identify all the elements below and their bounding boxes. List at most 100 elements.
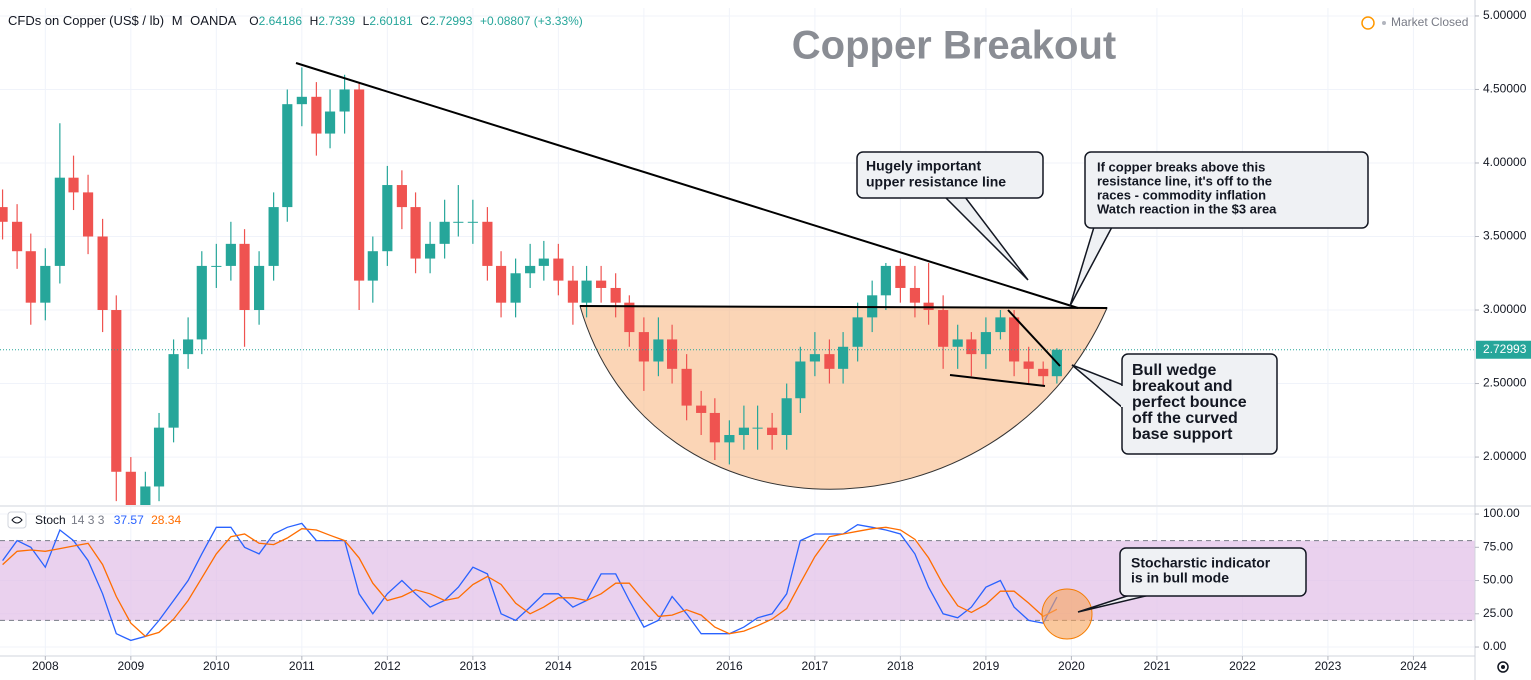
indicator-toggle[interactable] [7,511,27,529]
ohlc-value: 2.72993 [429,14,473,28]
candle-body [909,287,921,303]
candle-body [952,339,963,347]
pane [0,67,1475,505]
candle-body [296,96,307,105]
candle-body [196,265,207,340]
candle-body [168,354,179,428]
indicator-params: 14 3 3 [71,513,105,527]
x-tick-label: 2020 [1058,659,1085,673]
ohlc-value: 2.7339 [318,14,355,28]
callout-box [856,151,1044,199]
indicator-name: Stoch [35,513,66,527]
candle-body [410,207,421,259]
candle-body [809,354,820,362]
candle-body [125,471,136,505]
callout-text: If copper breaks above this [1097,159,1265,174]
ohlc-key: H [310,14,319,28]
candle-body [153,427,165,487]
callout-text: perfect bounce [1132,394,1247,411]
x-tick-label: 2013 [460,659,487,673]
candle-body [838,346,849,369]
candle-body [696,405,707,413]
callout-joint [1121,386,1124,407]
chart-title: Copper Breakout [792,24,1117,68]
candle-body [666,339,678,369]
x-tick-label: 2014 [545,659,572,673]
callout-joint [944,194,966,197]
candle-body [183,339,194,355]
callout: If copper breaks above this resistance l… [1069,151,1369,307]
candle-body [681,368,692,406]
header: CFDs on Copper (US$ / lb) M OANDA O2.641… [8,13,583,28]
candle-body [354,89,365,281]
y-tick-label: 3.00000 [1483,302,1527,316]
candle-body [453,221,464,223]
candle-body [324,111,336,134]
y-tick-label: 25.00 [1483,606,1513,620]
candle-body [638,332,649,362]
candle-body [482,221,493,266]
last-price-label: 2.72993 [1483,342,1527,356]
candle-body [724,435,735,443]
eye-icon [11,516,23,524]
candle-body [382,185,393,252]
candle-body [25,251,36,303]
market-status-icon [1361,16,1375,30]
candle-body [938,310,949,347]
candle-body [581,280,592,303]
candle-body [1009,317,1020,362]
candle-body [767,427,778,436]
y-tick-label: 100.00 [1483,506,1520,520]
candle-body [12,221,23,252]
callout: Hugely important upper resistance line [856,151,1044,281]
status-dot [1382,21,1386,25]
stoch-legend: Stoch 14 3 3 37.57 28.34 [35,513,181,527]
ohlc-key: O [249,14,258,28]
wedge-lower [949,374,1046,387]
candle-body [282,104,293,208]
candle-body [852,317,863,347]
y-tick-label: 4.50000 [1483,82,1527,96]
y-tick-label: 4.00000 [1483,155,1527,169]
settings-gear[interactable] [1497,661,1509,673]
x-tick-label: 2011 [289,659,315,673]
callout-text: resistance line, it's off to the [1097,173,1272,188]
y-tick-label: 3.50000 [1483,229,1527,243]
candle-body [966,339,977,355]
ohlc-value: 2.64186 [259,14,303,28]
stoch-highlight [1041,588,1093,640]
callout-joint [1129,592,1151,595]
callout-text: Hugely important [866,158,981,174]
x-tick-label: 2022 [1229,659,1256,673]
callout-joint [1093,224,1113,227]
pane [2,522,1058,642]
candle-body [995,317,1006,333]
candle-body [268,207,279,266]
x-tick-label: 2016 [716,659,743,673]
x-tick-label: 2008 [32,659,59,673]
callout-text: upper resistance line [866,174,1006,190]
candle-body [525,265,536,274]
callout: Bull wedge breakout and perfect bounce o… [1071,353,1278,455]
stoch-line [2,522,1058,642]
callout-text: off the curved [1132,410,1238,427]
x-tick-label: 2018 [887,659,914,673]
y-tick-label: 5.00000 [1483,8,1527,22]
candle-body [824,354,835,369]
candle-body [439,221,450,244]
candle-body [738,427,750,436]
stoch-line [2,526,1058,638]
candle-body [225,243,236,266]
axes: 2.00000 2.50000 3.00000 3.50000 4.00000 4.500… [32,8,1531,673]
candle-body [1023,361,1034,369]
candle-body [396,185,407,208]
candle-body [82,192,94,237]
candle-body [510,273,521,303]
candle-body [311,96,322,134]
callout-box [1084,151,1369,229]
market-status[interactable]: Market Closed [1391,15,1468,29]
callout-text: Watch reaction in the $3 area [1097,201,1277,216]
x-tick-label: 2021 [1144,659,1171,673]
candle-body [980,332,991,355]
